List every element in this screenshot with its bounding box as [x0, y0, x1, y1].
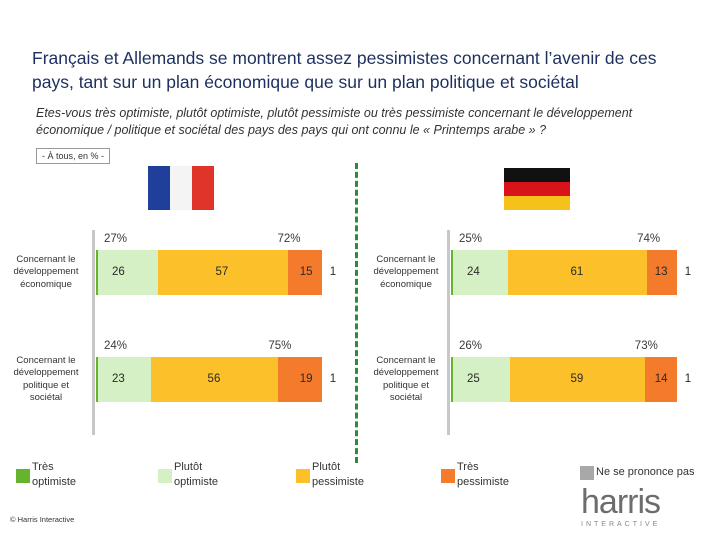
- optimiste-total: 24%: [104, 340, 128, 352]
- legend-swatch: [16, 469, 30, 483]
- bar-segment: [451, 250, 454, 295]
- bar-segment: [287, 250, 322, 295]
- pessimiste-total: 73%: [634, 340, 658, 352]
- bar-segment: [510, 357, 645, 402]
- data-label: 19: [299, 373, 313, 385]
- legend-label: Très pessimiste: [457, 460, 509, 490]
- logo-wordmark: harris: [581, 483, 661, 521]
- bar-segment: [98, 250, 158, 295]
- legend-label: Plutôt pessimiste: [312, 460, 364, 490]
- data-label: 13: [654, 266, 668, 278]
- data-label: 61: [570, 266, 584, 278]
- germany-flag-icon: [504, 168, 570, 210]
- legend-swatch: [296, 469, 310, 483]
- category-label-line: sociétal: [389, 392, 423, 403]
- category-label-line: Concernant le: [376, 354, 436, 366]
- bar-segment: [644, 357, 677, 402]
- question-text: Etes-vous très optimiste, plutôt optimis…: [36, 106, 633, 137]
- legend-label-line: Très: [32, 461, 54, 473]
- legend-label-line: optimiste: [32, 476, 77, 488]
- data-label: 59: [570, 373, 584, 385]
- category-label-line: développement: [373, 367, 439, 378]
- data-label: 1: [684, 373, 692, 385]
- legend-label-line: pessimiste: [457, 476, 509, 488]
- legend-label: Très optimiste: [32, 460, 76, 490]
- bar-segment: [453, 250, 508, 295]
- bar-segment: [451, 357, 454, 402]
- optimiste-total: 25%: [459, 233, 483, 245]
- bar-segment: [98, 357, 151, 402]
- base-note: - À tous, en % -: [36, 148, 111, 164]
- pessimiste-total: 74%: [637, 233, 661, 245]
- axis-line: [447, 230, 450, 435]
- logo-subtext: INTERACTIVE: [581, 521, 661, 528]
- category-label-line: politique et: [383, 379, 429, 391]
- category-label: Concernant le développement économique: [4, 254, 88, 292]
- copyright: © Harris Interactive: [10, 515, 75, 524]
- data-label: 1: [684, 266, 692, 278]
- data-label: 1: [329, 266, 337, 278]
- bar-segment: [453, 357, 511, 402]
- category-label-line: politique et: [23, 379, 69, 391]
- page-title: Français et Allemands se montrent assez …: [32, 48, 657, 92]
- bar-segment: [647, 250, 677, 295]
- axis-line: [92, 230, 95, 435]
- category-label-line: développement: [13, 266, 79, 278]
- legend-label: Plutôt optimiste: [174, 460, 218, 490]
- category-label: Concernant le développement politique et so…: [4, 355, 88, 405]
- legend-label-line: Plutôt: [174, 461, 203, 473]
- pessimiste-total: 75%: [268, 340, 292, 352]
- data-label: 24: [467, 266, 480, 278]
- data-label: 26: [112, 266, 125, 278]
- category-label-line: économique: [380, 278, 432, 290]
- category-label-line: développement: [13, 367, 79, 378]
- optimiste-total: 26%: [459, 340, 483, 352]
- france-flag-icon: [148, 166, 214, 210]
- data-label: 14: [654, 373, 668, 385]
- category-label-line: économique: [20, 278, 72, 290]
- category-label-line: Concernant le: [376, 253, 436, 265]
- data-label: 15: [299, 266, 313, 278]
- data-label: 56: [207, 373, 221, 385]
- category-label: Concernant le développement politique et so…: [366, 355, 446, 405]
- data-label: 1: [329, 373, 337, 385]
- legend-label-line: Très: [457, 461, 479, 473]
- bar-segment: [157, 250, 288, 295]
- legend-label-line: pessimiste: [312, 476, 364, 488]
- bar-segment: [96, 357, 99, 402]
- legend-label: Ne se prononce pas: [596, 465, 694, 480]
- optimiste-total: 27%: [104, 233, 128, 245]
- bar-segment: [508, 250, 648, 295]
- data-label: 57: [215, 266, 229, 278]
- legend-label-line: optimiste: [174, 476, 219, 488]
- legend-label-line: Ne se prononce pas: [596, 466, 695, 478]
- data-label: 25: [467, 373, 480, 385]
- harris-logo: harris INTERACTIVE: [581, 483, 661, 528]
- category-label-line: Concernant le: [16, 253, 76, 265]
- legend-swatch: [441, 469, 455, 483]
- legend-swatch: [580, 466, 594, 480]
- legend-label-line: Plutôt: [312, 461, 341, 473]
- category-label: Concernant le développement économique: [366, 254, 446, 292]
- panel-divider: [355, 163, 358, 463]
- pessimiste-total: 72%: [277, 233, 301, 245]
- category-label-line: Concernant le: [16, 354, 76, 366]
- bar-segment: [150, 357, 279, 402]
- category-label-line: sociétal: [29, 392, 63, 403]
- bar-segment: [96, 250, 99, 295]
- legend-swatch: [158, 469, 172, 483]
- data-label: 23: [112, 373, 125, 385]
- bar-segment: [278, 357, 322, 402]
- category-label-line: développement: [373, 266, 439, 278]
